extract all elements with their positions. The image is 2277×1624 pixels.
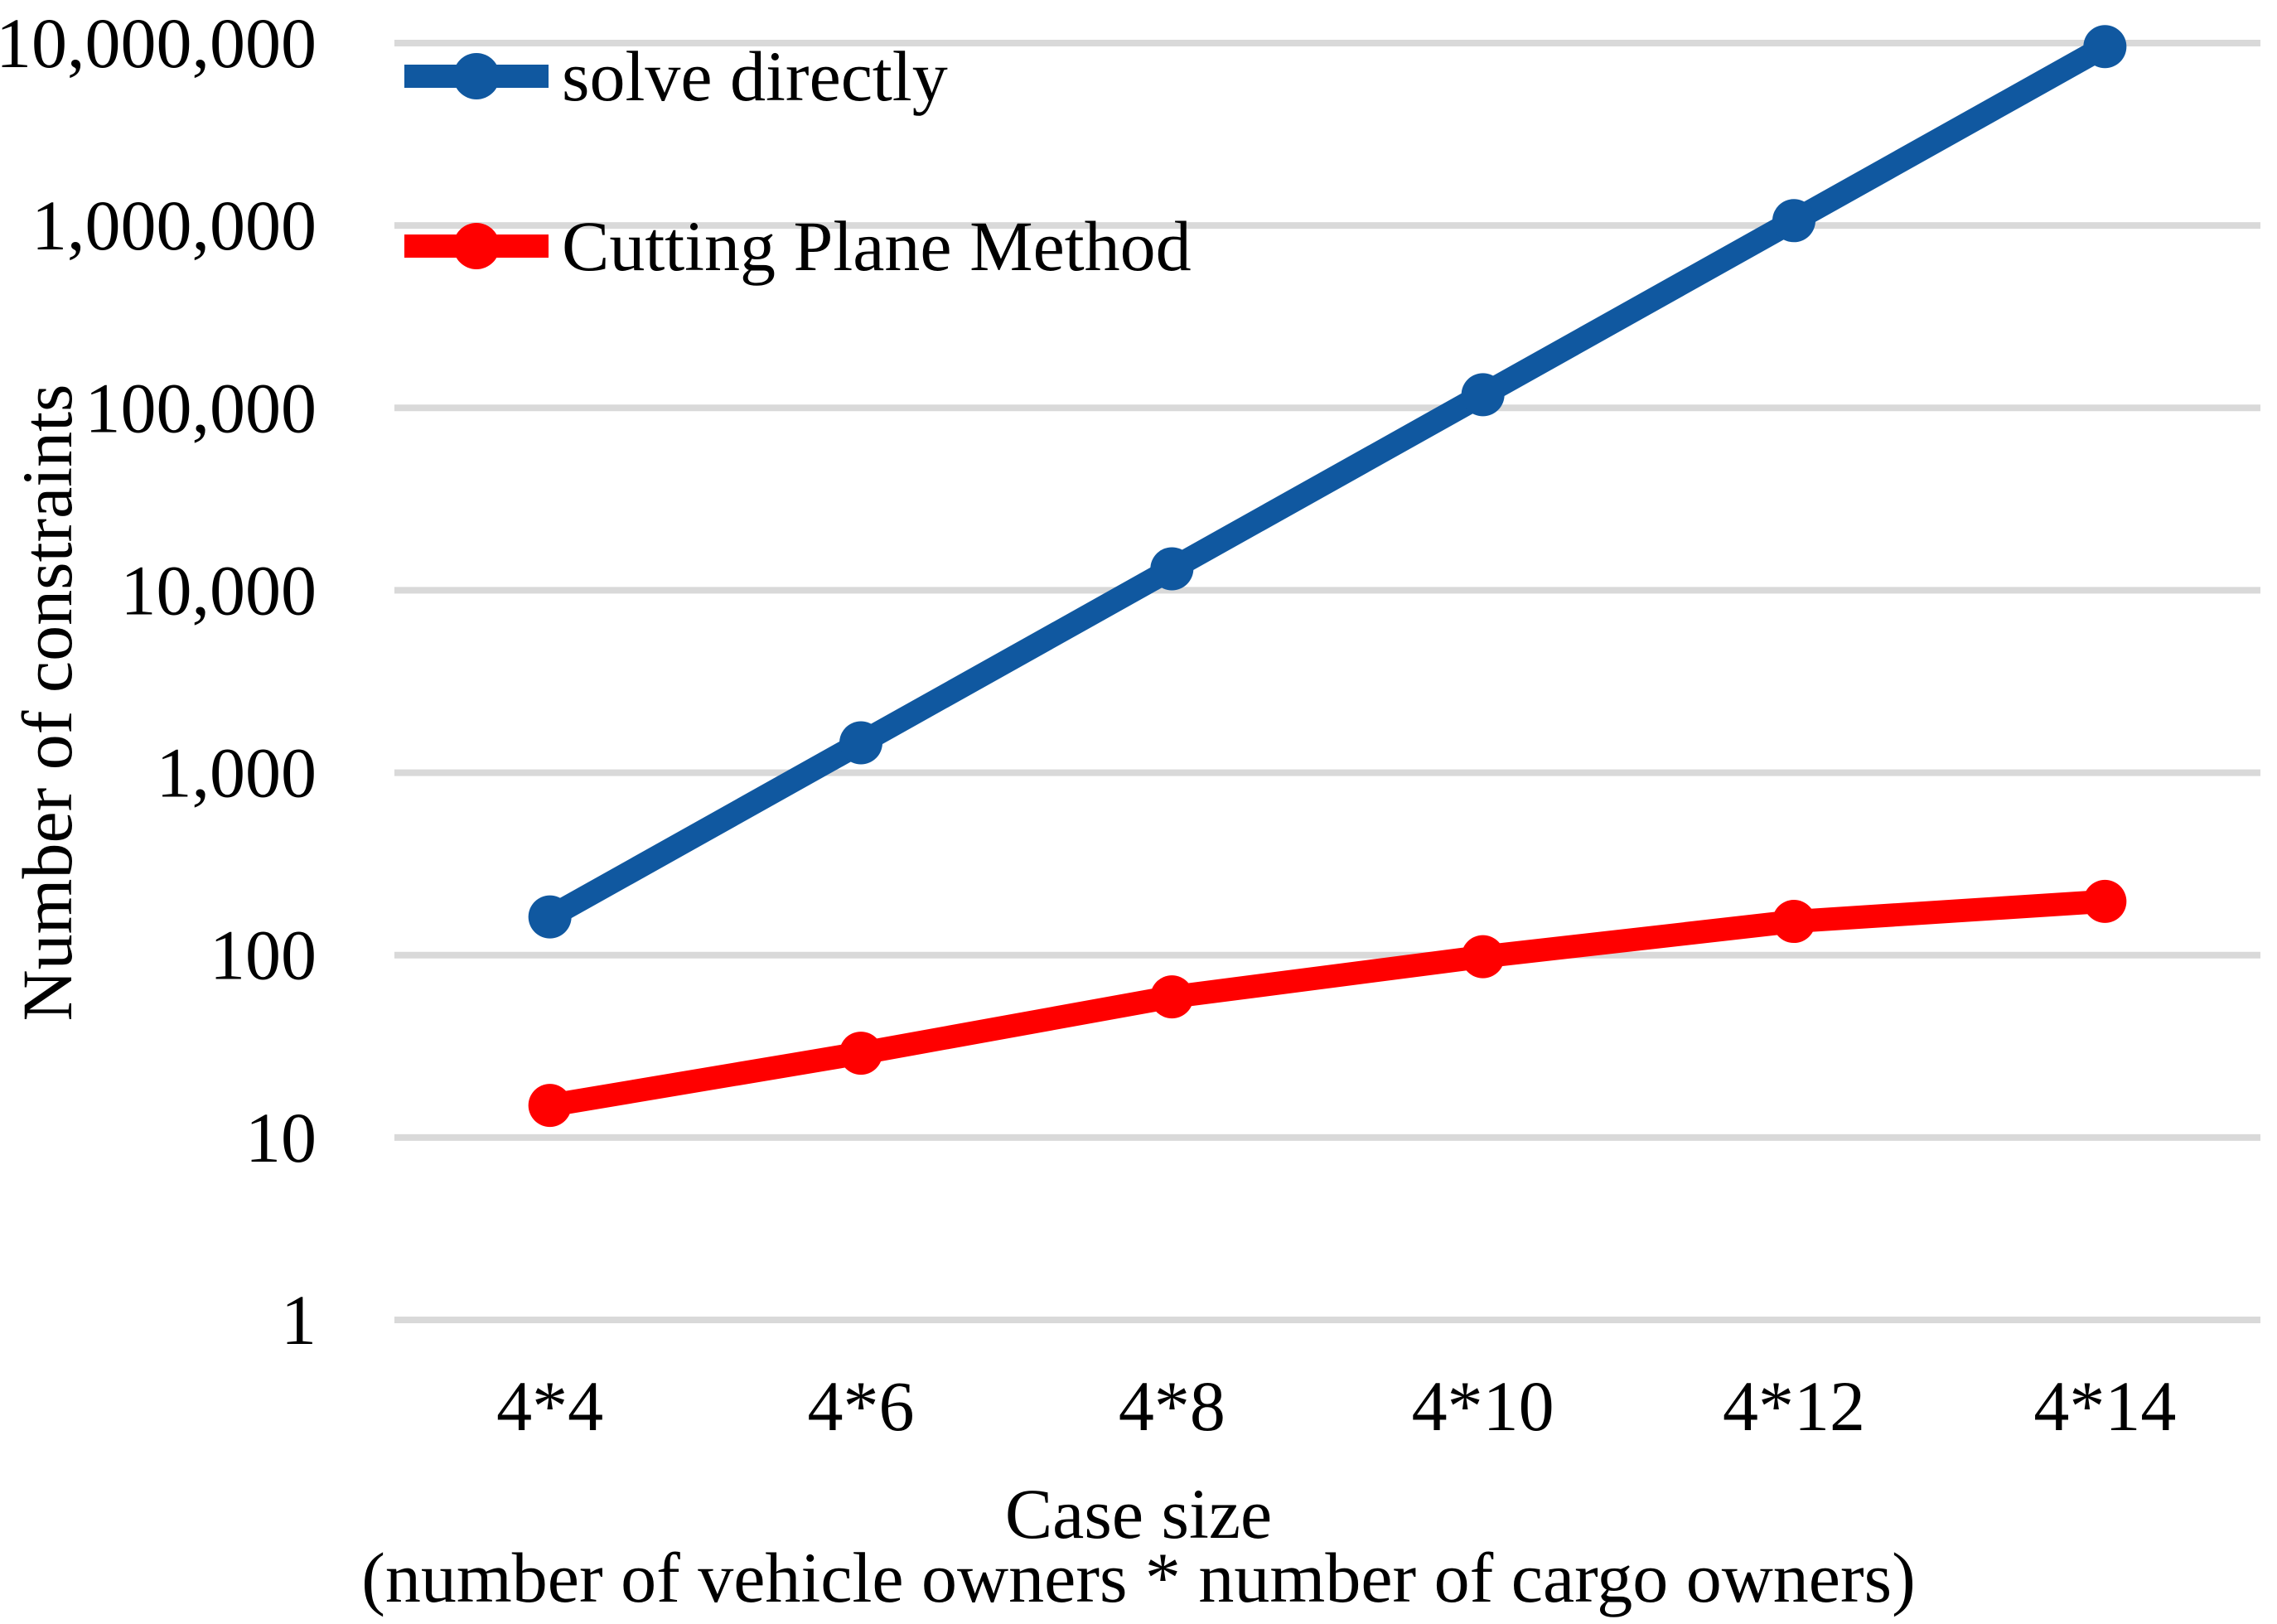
y-axis-tick-label: 100,000 bbox=[85, 368, 317, 447]
y-axis-tick-label: 10 bbox=[245, 1098, 317, 1177]
series-line bbox=[548, 889, 2106, 1117]
data-point-marker bbox=[1150, 975, 1194, 1019]
data-point-marker bbox=[1461, 935, 1505, 979]
x-axis-tick-label: 4*10 bbox=[1412, 1366, 1554, 1446]
x-axis-title-line1: Case size bbox=[1005, 1474, 1272, 1554]
series-solve-directly bbox=[528, 25, 2127, 939]
data-point-marker bbox=[1772, 900, 1815, 944]
legend-label: solve directly bbox=[562, 36, 948, 116]
legend-marker-circle bbox=[453, 53, 500, 99]
data-point-marker bbox=[839, 1032, 882, 1075]
data-point-marker bbox=[528, 895, 572, 939]
axis-labels-layer: 10,000,000 1,000,000 100,000 10,000 1,000 100… bbox=[0, 3, 2176, 1446]
y-axis-tick-label: 1,000,000 bbox=[31, 186, 317, 265]
x-axis-title-line2: (number of vehicle owners * number of ca… bbox=[361, 1538, 1915, 1617]
data-point-marker bbox=[2083, 25, 2127, 69]
legend-item-solve-directly: solve directly bbox=[404, 36, 948, 116]
y-axis-tick-label: 10,000,000 bbox=[0, 3, 317, 83]
x-axis-tick-label: 4*8 bbox=[1119, 1366, 1226, 1446]
legend: solve directly Cutting Plane Method bbox=[404, 36, 1192, 286]
data-point-marker bbox=[839, 721, 882, 765]
y-axis-title: Number of constraints bbox=[7, 384, 87, 1021]
series-layer bbox=[528, 25, 2127, 1128]
data-point-marker bbox=[528, 1084, 572, 1128]
legend-label: Cutting Plane Method bbox=[562, 206, 1192, 286]
data-point-marker bbox=[2083, 879, 2127, 923]
y-axis-tick-label: 100 bbox=[210, 916, 317, 995]
legend-item-cutting-plane-method: Cutting Plane Method bbox=[404, 206, 1192, 286]
data-point-marker bbox=[1461, 373, 1505, 417]
y-axis-tick-label: 10,000 bbox=[121, 550, 317, 630]
data-point-marker bbox=[1772, 199, 1815, 243]
gridlines bbox=[394, 40, 2260, 1323]
data-point-marker bbox=[1150, 547, 1194, 591]
x-axis-tick-label: 4*12 bbox=[1723, 1366, 1865, 1446]
y-axis-tick-label: 1,000 bbox=[157, 733, 317, 813]
y-axis-tick-label: 1 bbox=[281, 1280, 317, 1360]
series-line bbox=[544, 36, 2111, 927]
legend-marker-circle bbox=[453, 223, 500, 269]
x-axis-tick-label: 4*14 bbox=[2033, 1366, 2176, 1446]
x-axis-tick-label: 4*4 bbox=[496, 1366, 603, 1446]
axis-titles-layer: Number of constraints Case size(number of… bbox=[7, 384, 1916, 1617]
series-cutting-plane-method bbox=[528, 879, 2127, 1128]
x-axis-tick-label: 4*6 bbox=[808, 1366, 915, 1446]
